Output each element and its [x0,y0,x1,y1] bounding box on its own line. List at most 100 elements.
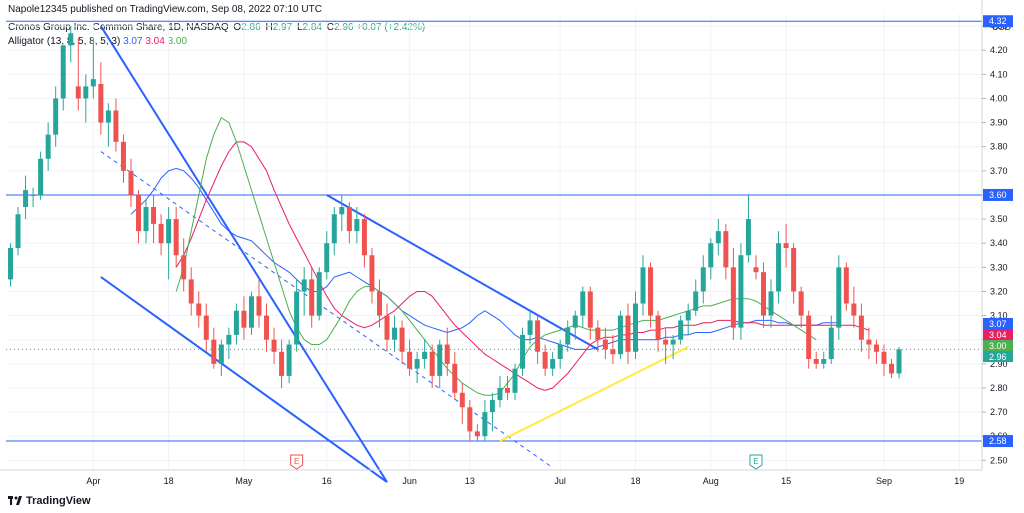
candle-body [38,158,44,195]
price-tick-label: 4.00 [990,93,1008,103]
time-tick-label: 16 [322,476,332,486]
alligator-lips-line [175,116,817,396]
candle-down [843,262,849,311]
candle-up [68,26,74,63]
candle-body [407,351,413,369]
candle-down [407,339,413,376]
footer-brand: TradingView [8,495,91,507]
candle-down [384,303,390,352]
candle-down [625,303,631,364]
price-tick-label: 2.90 [990,359,1008,369]
candle-body [610,349,616,355]
candle-body [128,170,134,195]
candle-body [90,79,96,87]
candle-body [580,291,586,316]
symbol-row: Cronos Group Inc. Common Share, 1D, NASD… [8,21,425,35]
candle-up [617,310,623,360]
level-price-tag-label: 3.60 [989,190,1007,200]
candle-down [791,243,797,304]
jaw-value: 3.07 [123,36,143,47]
candle-down [399,320,405,364]
candle-up [414,351,420,384]
candle-body [851,303,857,316]
high-label: H [265,22,273,33]
candle-down [723,223,729,280]
candle-up [354,207,360,244]
indicator-name[interactable]: Alligator (13, 8, 5, 8, 5, 3) [8,36,121,47]
symbol-name[interactable]: Cronos Group Inc. Common Share, 1D, NASD… [8,22,229,33]
candle-body [527,320,533,335]
candle-up [527,310,533,345]
candle-body [279,351,285,376]
candle-up [489,392,495,432]
candle-body [181,255,187,280]
candle-body [136,194,142,232]
candle-down [474,424,480,442]
price-tick-label: 3.70 [990,166,1008,176]
price-axis[interactable]: USD 2.502.602.702.802.903.003.103.203.30… [981,0,1012,470]
candle-down [151,194,157,244]
candle-down [369,248,375,304]
candle-down [873,339,879,364]
candle-up [105,103,111,147]
candle-down [730,248,736,340]
candle-down [655,310,661,352]
last-price-tag-label: 2.96 [989,352,1007,362]
candle-body [422,351,428,360]
price-tick-label: 2.80 [990,383,1008,393]
candle-body [745,219,751,256]
candle-down [783,223,789,268]
candle-up [30,187,36,208]
candle-body [632,303,638,352]
candle-body [459,392,465,408]
trendline [499,346,689,442]
candle-up [53,86,59,147]
candle-up [339,194,345,232]
candle-up [678,315,684,345]
candle-body [384,315,390,340]
candle-body [715,231,721,244]
candle-body [504,387,510,393]
candle-body [241,310,247,328]
candle-up [708,238,714,280]
candle-body [248,296,254,328]
candle-body [301,279,307,292]
candle-up [821,351,827,369]
candle-down [610,334,616,364]
candle-body [678,320,684,340]
time-axis[interactable]: Apr 18 May 16 Jun 13 Jul 18 Aug 15 Sep 19 [0,469,982,486]
candle-body [520,334,526,369]
candle-body [776,243,782,292]
time-tick-label: 18 [630,476,640,486]
candle-body [452,363,458,393]
candle-up [685,303,691,335]
candle-up [166,207,172,280]
level-price-tag [983,188,1013,201]
candle-body [256,296,262,316]
candle-body [881,351,887,364]
candle-body [873,344,879,352]
candle-body [309,279,315,316]
horizontal-levels[interactable] [6,20,982,442]
candle-up [218,339,224,376]
candle-down [459,383,465,425]
tradingview-logo-icon [8,496,22,505]
trendlines[interactable] [100,25,689,483]
brand-name: TradingView [26,495,91,507]
candle-body [23,190,29,208]
candle-up [90,38,96,99]
published-text: Napole12345 published on TradingView.com… [8,4,322,15]
candle-body [151,207,157,224]
candle-body [738,255,744,328]
jaw-price-tag-label: 3.07 [989,319,1007,329]
candle-body [535,320,541,352]
last-price-tag [983,351,1013,362]
candle-down [806,310,812,369]
candle-down [279,339,285,388]
candle-up [768,279,774,328]
candle-down [346,202,352,244]
candle-body [143,207,149,232]
time-tick-label: Apr [86,476,100,486]
